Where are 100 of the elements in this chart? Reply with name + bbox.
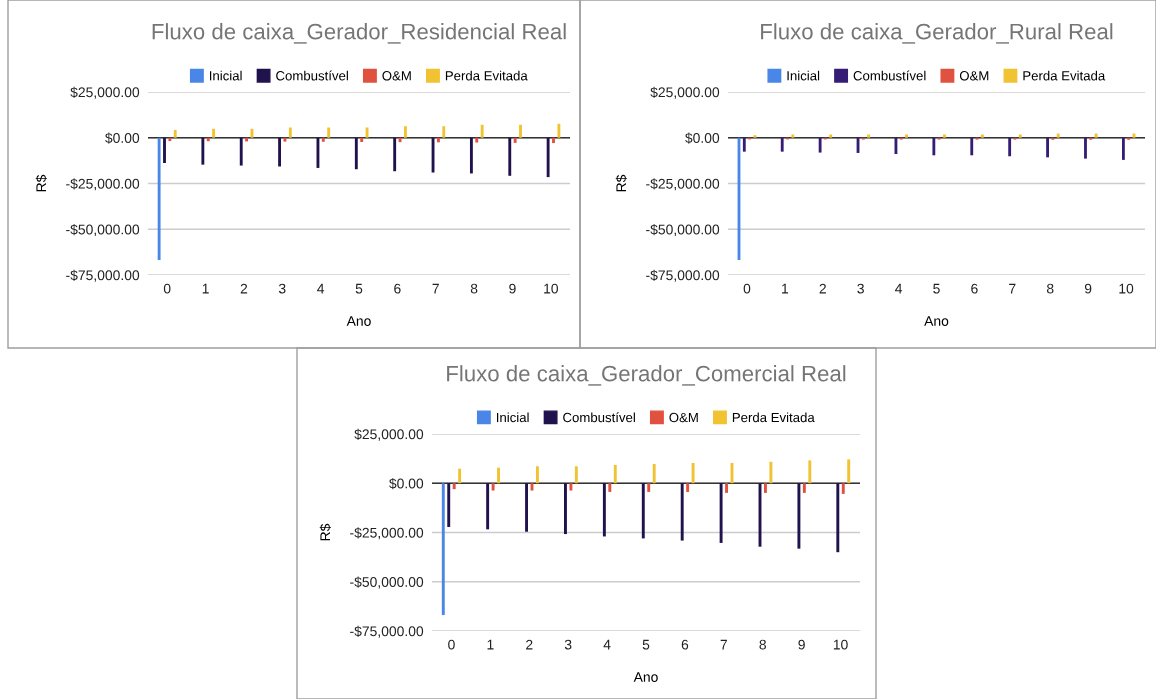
- legend-label: Inicial: [209, 70, 242, 81]
- chart-title: Fluxo de caixa_Gerador_Rural Real: [761, 23, 1113, 44]
- y-tick-label: $25,000.00: [70, 86, 140, 99]
- x-tick-label: 9: [1084, 283, 1092, 294]
- bar: [354, 137, 358, 170]
- x-tick-label: 1: [782, 283, 789, 294]
- x-tick-label: 9: [509, 283, 516, 294]
- bar: [173, 129, 177, 138]
- y-tick-label: -$25,000.00: [646, 178, 720, 191]
- legend-label: Combustível: [853, 70, 926, 81]
- x-tick-label: 0: [743, 283, 751, 294]
- bar: [393, 137, 397, 172]
- y-tick-label: -$75,000.00: [646, 269, 720, 282]
- bar: [469, 137, 473, 174]
- bar: [847, 459, 851, 484]
- legend-label: Inicial: [496, 412, 529, 423]
- bar: [206, 137, 210, 142]
- x-tick-label: 5: [642, 639, 650, 650]
- bar: [436, 137, 440, 143]
- bar: [557, 123, 561, 138]
- x-tick-label: 2: [526, 639, 533, 650]
- bar: [797, 483, 801, 549]
- x-tick-label: 4: [603, 639, 611, 650]
- legend-label: O&M: [382, 71, 411, 81]
- x-tick-label: 4: [895, 283, 903, 294]
- bar: [841, 483, 845, 494]
- x-tick-label: 1: [487, 639, 494, 650]
- chart-title: Fluxo de caixa_Gerador_Comercial Real: [447, 365, 846, 386]
- x-tick-label: 5: [355, 283, 363, 294]
- x-tick-label: 3: [564, 639, 572, 650]
- x-tick-label: 5: [933, 283, 940, 294]
- bar: [519, 124, 522, 138]
- chart-title: Fluxo de caixa_Gerador_Residencial Real: [152, 23, 566, 44]
- legend-label: Combustível: [563, 412, 635, 423]
- bar: [403, 126, 407, 138]
- y-tick-label: $25,000.00: [650, 86, 720, 99]
- bar: [569, 483, 573, 491]
- y-tick-label: $0.00: [685, 132, 720, 144]
- bar: [491, 483, 495, 491]
- bar: [239, 137, 243, 166]
- x-tick-label: 3: [857, 283, 864, 294]
- y-axis-title: R$: [319, 523, 331, 541]
- legend-label: Perda Evitada: [1023, 70, 1106, 81]
- x-tick-label: 8: [1046, 283, 1054, 294]
- bar: [641, 483, 645, 539]
- x-tick-label: 6: [681, 639, 689, 650]
- y-tick-label: $0.00: [105, 132, 140, 144]
- x-tick-label: 8: [470, 283, 478, 294]
- x-tick-label: 10: [833, 639, 848, 650]
- y-tick-label: $25,000.00: [354, 428, 424, 441]
- bar: [157, 137, 161, 260]
- x-tick-label: 7: [720, 639, 727, 650]
- bar: [836, 483, 840, 553]
- legend-label: Combustível: [276, 70, 348, 81]
- y-tick-label: -$75,000.00: [66, 269, 140, 282]
- bar: [769, 461, 773, 484]
- bar: [447, 483, 451, 527]
- x-tick-label: 7: [1009, 283, 1016, 294]
- x-tick-label: 6: [971, 283, 978, 294]
- bar: [486, 483, 490, 530]
- bar: [808, 460, 812, 484]
- bar: [613, 464, 617, 484]
- bar: [452, 483, 456, 490]
- bar: [508, 137, 512, 176]
- bar: [525, 483, 529, 532]
- y-axis-title: R$: [35, 174, 47, 192]
- legend-label: Inicial: [787, 70, 820, 81]
- x-tick-label: 0: [448, 639, 455, 650]
- bar: [535, 466, 539, 484]
- legend-label: Perda Evitada: [445, 70, 528, 81]
- legend-label: O&M: [669, 412, 698, 423]
- bar: [608, 483, 612, 492]
- y-tick-label: -$75,000.00: [350, 625, 424, 638]
- y-axis-title: R$: [615, 174, 627, 192]
- bar: [564, 483, 567, 535]
- bar: [360, 137, 364, 142]
- bar: [458, 468, 462, 484]
- bar: [327, 127, 331, 138]
- bar: [719, 483, 723, 543]
- x-axis-title: Ano: [633, 672, 658, 682]
- y-tick-label: -$25,000.00: [66, 178, 140, 191]
- x-tick-label: 7: [432, 283, 439, 294]
- x-tick-label: 4: [317, 283, 325, 294]
- bar: [201, 137, 205, 165]
- bar: [546, 137, 550, 178]
- x-axis-title: Ano: [924, 316, 949, 326]
- bar: [574, 466, 578, 484]
- bar: [321, 137, 325, 142]
- bar: [686, 483, 690, 492]
- y-tick-label: -$50,000.00: [350, 576, 424, 589]
- bar: [475, 137, 479, 143]
- bar: [763, 483, 767, 493]
- x-tick-label: 8: [759, 639, 766, 650]
- bar: [441, 483, 445, 616]
- bar: [212, 128, 216, 138]
- bar: [725, 483, 728, 493]
- bar: [480, 124, 484, 138]
- y-tick-label: -$50,000.00: [646, 224, 720, 237]
- bar: [652, 463, 656, 484]
- bar: [168, 137, 172, 142]
